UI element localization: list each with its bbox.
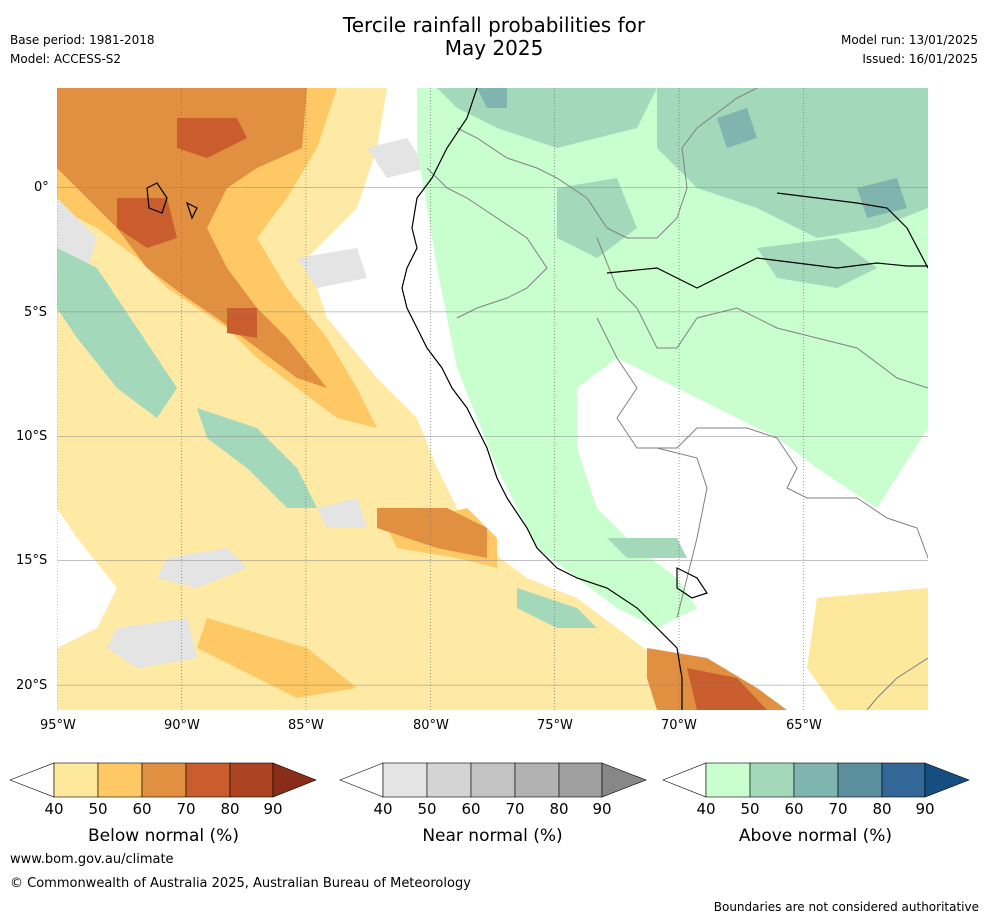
- lon-tick-label: 85°W: [288, 718, 324, 733]
- below-normal-region-70: [57, 88, 327, 388]
- colorbar-tick: 80: [872, 800, 892, 818]
- gridlines: [57, 88, 928, 710]
- page-title: Tercile rainfall probabilities for May 2…: [0, 14, 988, 60]
- disclaimer-text: Boundaries are not considered authoritat…: [713, 900, 979, 914]
- colorbar-tick: 50: [417, 800, 437, 818]
- coastline: [146, 88, 928, 710]
- lon-tick-label: 80°W: [413, 718, 449, 733]
- lon-tick-label: 65°W: [786, 718, 822, 733]
- below-normal-south-80: [687, 668, 767, 710]
- colorbar-above-normal: [662, 762, 970, 798]
- colorbar-tick: 40: [373, 800, 393, 818]
- near-normal-region: [57, 138, 427, 668]
- colorbar-above-normal-label: Above normal (%): [738, 826, 893, 846]
- colorbar-tick: 50: [88, 800, 108, 818]
- colorbar-tick: 80: [549, 800, 569, 818]
- title-line-1: Tercile rainfall probabilities for: [342, 13, 646, 37]
- colorbar-below-normal: [9, 762, 317, 798]
- colorbar-tick: 70: [505, 800, 525, 818]
- colorbars: [9, 762, 970, 798]
- lat-tick-label: 0°: [34, 180, 49, 195]
- colorbar-tick: 90: [592, 800, 612, 818]
- below-normal-coastal-70: [377, 508, 487, 558]
- colorbar-tick: 60: [784, 800, 804, 818]
- colorbar-tick: 60: [132, 800, 152, 818]
- colorbar-tick: 50: [740, 800, 760, 818]
- above-normal-region-60: [477, 88, 907, 218]
- lat-tick-label: 15°S: [16, 553, 48, 568]
- below-normal-region-80: [117, 118, 257, 338]
- title-line-2: May 2025: [444, 36, 544, 60]
- copyright-text: © Commonwealth of Australia 2025, Austra…: [10, 876, 471, 891]
- lat-tick-label: 20°S: [16, 678, 48, 693]
- above-normal-region-50: [57, 88, 928, 628]
- below-normal-sw: [197, 618, 357, 698]
- country-borders: [426, 88, 928, 710]
- colorbar-near-normal-label: Near normal (%): [422, 826, 563, 846]
- colorbar-tick: 70: [176, 800, 196, 818]
- website-link[interactable]: www.bom.gov.au/climate: [10, 852, 174, 867]
- model-run-label: Model run: 13/01/2025: [840, 33, 978, 47]
- lon-tick-label: 90°W: [164, 718, 200, 733]
- colorbar-tick: 40: [696, 800, 716, 818]
- colorbar-tick: 80: [220, 800, 240, 818]
- colorbar-below-normal-label: Below normal (%): [88, 826, 239, 846]
- colorbar-tick: 70: [828, 800, 848, 818]
- probability-map: [57, 88, 928, 710]
- colorbar-tick: 90: [263, 800, 283, 818]
- colorbar-tick: 40: [44, 800, 64, 818]
- probability-shading: [57, 88, 928, 710]
- model-label: Model: ACCESS-S2: [10, 52, 122, 66]
- below-normal-se: [807, 588, 928, 710]
- lon-tick-label: 70°W: [661, 718, 697, 733]
- lat-tick-label: 5°S: [24, 305, 48, 320]
- issued-label: Issued: 16/01/2025: [862, 52, 978, 66]
- lon-tick-label: 75°W: [537, 718, 573, 733]
- base-period-label: Base period: 1981-2018: [10, 33, 155, 47]
- lon-tick-label: 95°W: [40, 718, 76, 733]
- colorbar-near-normal: [339, 762, 647, 798]
- colorbar-tick: 90: [915, 800, 935, 818]
- lat-tick-label: 10°S: [16, 429, 48, 444]
- colorbar-tick: 60: [461, 800, 481, 818]
